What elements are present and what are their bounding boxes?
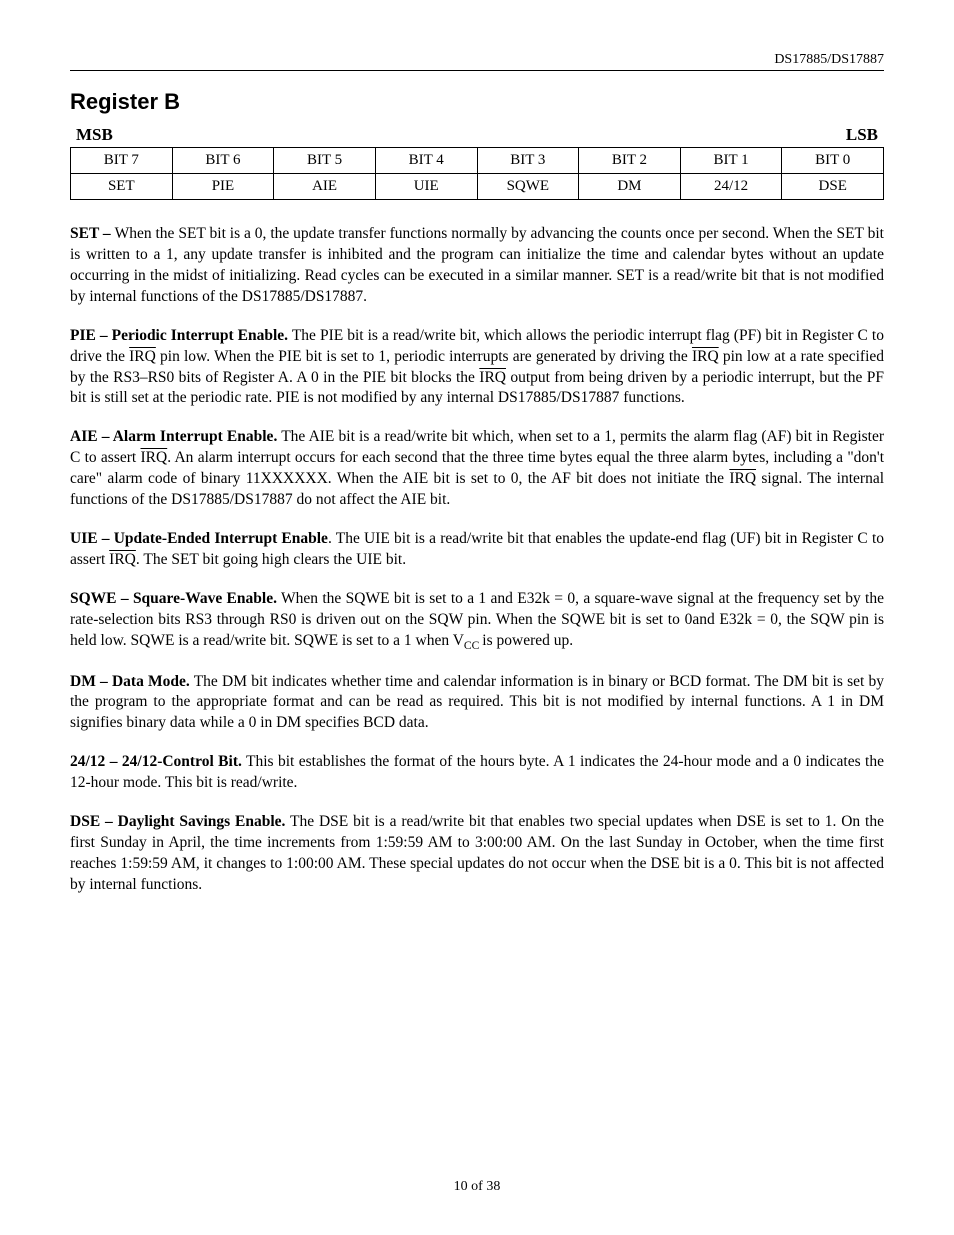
dm-description: DM – Data Mode. The DM bit indicates whe… [70, 672, 884, 735]
bit-name-cell: DM [579, 174, 681, 200]
pie-lead: PIE – Periodic Interrupt Enable. [70, 327, 288, 344]
bit-header-cell: BIT 4 [375, 148, 477, 174]
uie-description: UIE – Update-Ended Interrupt Enable . The… [70, 529, 884, 571]
msb-lsb-labels: MSB LSB [70, 125, 884, 147]
bit-name-cell: AIE [274, 174, 376, 200]
table-row: SET PIE AIE UIE SQWE DM 24/12 DSE [71, 174, 884, 200]
h2412-description: 24/12 – 24/12-Control Bit. This bit esta… [70, 752, 884, 794]
page-footer: 10 of 38 [0, 1179, 954, 1195]
irq-signal: IRQ [729, 470, 756, 487]
pie-t2: pin low. When the PIE bit is set to 1, p… [156, 348, 692, 365]
set-body: When the SET bit is a 0, the update tran… [70, 225, 884, 305]
bits-table: BIT 7 BIT 6 BIT 5 BIT 4 BIT 3 BIT 2 BIT … [70, 147, 884, 200]
section-title: Register B [70, 89, 884, 115]
dm-lead: DM – Data Mode. [70, 673, 190, 690]
h2412-lead: 24/12 – 24/12-Control Bit. [70, 753, 242, 770]
dse-description: DSE – Daylight Savings Enable. The DSE b… [70, 812, 884, 896]
bit-name-cell: DSE [782, 174, 884, 200]
sqwe-lead: SQWE – Square-Wave Enable. [70, 590, 277, 607]
bit-header-cell: BIT 3 [477, 148, 579, 174]
set-description: SET – When the SET bit is a 0, the updat… [70, 224, 884, 308]
uie-lead: UIE – Update-Ended Interrupt Enable [70, 530, 328, 547]
aie-description: AIE – Alarm Interrupt Enable. The AIE bi… [70, 427, 884, 511]
irq-signal: IRQ [109, 551, 136, 568]
bit-header-cell: BIT 0 [782, 148, 884, 174]
header-bar: DS17885/DS17887 [70, 52, 884, 71]
bit-header-cell: BIT 1 [680, 148, 782, 174]
bit-header-cell: BIT 7 [71, 148, 173, 174]
bit-name-cell: SET [71, 174, 173, 200]
doc-id: DS17885/DS17887 [774, 52, 884, 67]
uie-t2: . The SET bit going high clears the UIE … [136, 551, 406, 568]
datasheet-page: DS17885/DS17887 Register B MSB LSB BIT 7… [0, 0, 954, 1235]
lsb-label: LSB [846, 125, 878, 145]
page-number: 10 of 38 [454, 1179, 501, 1194]
sqwe-t2: is powered up. [482, 632, 573, 649]
pie-description: PIE – Periodic Interrupt Enable. The PIE… [70, 326, 884, 410]
set-lead: SET – [70, 225, 115, 242]
dse-lead: DSE – Daylight Savings Enable. [70, 813, 285, 830]
bit-name-cell: UIE [375, 174, 477, 200]
irq-signal: IRQ [479, 369, 506, 386]
irq-signal: IRQ [692, 348, 719, 365]
irq-signal: IRQ [129, 348, 156, 365]
msb-label: MSB [76, 125, 113, 145]
table-row: BIT 7 BIT 6 BIT 5 BIT 4 BIT 3 BIT 2 BIT … [71, 148, 884, 174]
bit-name-cell: 24/12 [680, 174, 782, 200]
aie-lead: AIE – Alarm Interrupt Enable. [70, 428, 277, 445]
bit-name-cell: SQWE [477, 174, 579, 200]
sqwe-description: SQWE – Square-Wave Enable. When the SQWE… [70, 589, 884, 654]
bit-header-cell: BIT 2 [579, 148, 681, 174]
bit-header-cell: BIT 6 [172, 148, 274, 174]
bit-header-cell: BIT 5 [274, 148, 376, 174]
dm-body: The DM bit indicates whether time and ca… [70, 673, 884, 732]
vcc-subscript: CC [464, 639, 482, 652]
bit-name-cell: PIE [172, 174, 274, 200]
irq-signal: IRQ [141, 449, 168, 466]
